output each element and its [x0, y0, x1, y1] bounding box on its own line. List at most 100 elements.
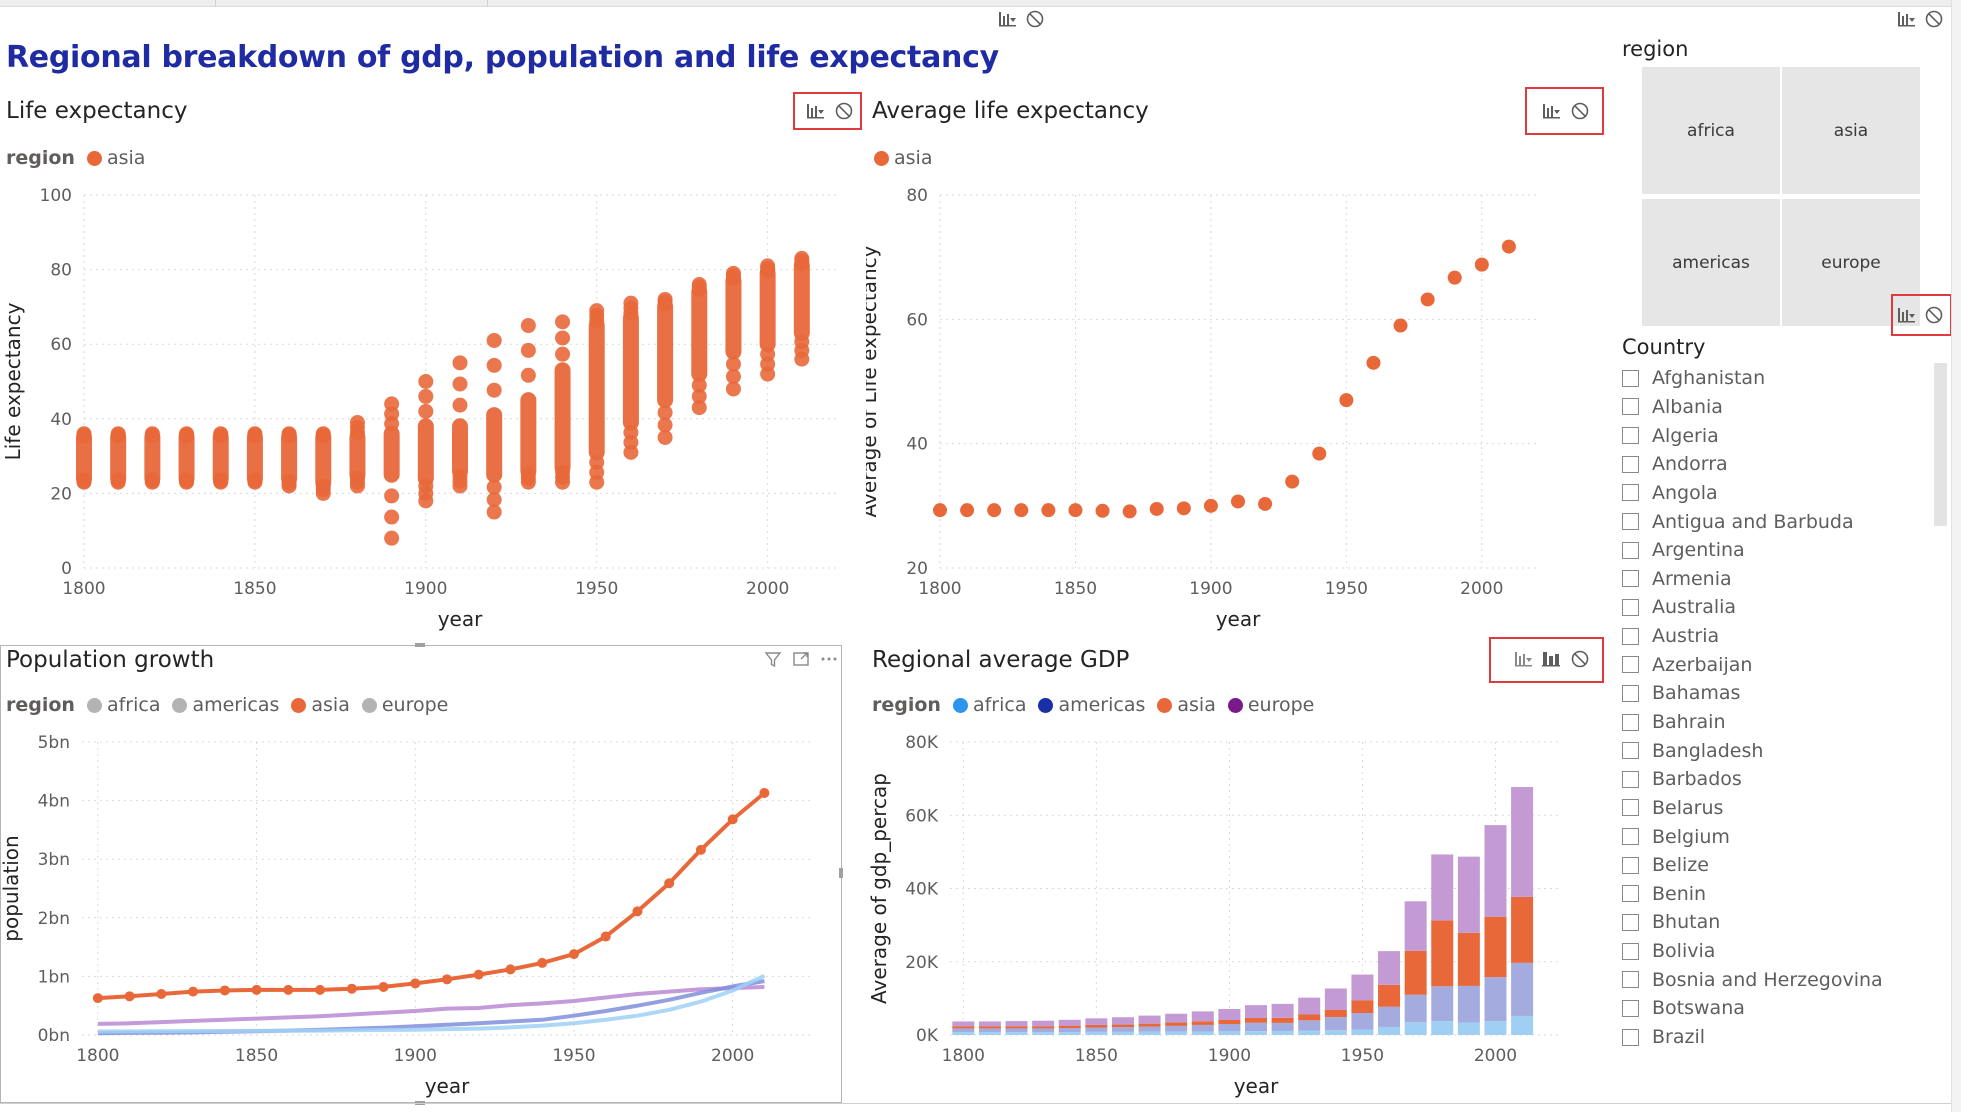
filter-icon[interactable]	[1895, 8, 1917, 30]
population-growth-chart[interactable]: 0bn 1bn 2bn 3bn 4bn 5bn 1800 1850 1900 1950 2000 ye…	[0, 728, 840, 1102]
checkbox[interactable]	[1622, 455, 1639, 473]
checkbox[interactable]	[1622, 770, 1639, 788]
resize-handle[interactable]	[839, 868, 843, 878]
legend-item-americas[interactable]: americas	[172, 694, 279, 716]
y-tick-label: 80	[50, 261, 72, 281]
highlight-icon[interactable]	[1540, 648, 1562, 670]
filter-icon[interactable]	[1895, 304, 1917, 326]
country-item[interactable]: Benin	[1622, 880, 1932, 909]
legend-item-asia[interactable]: asia	[291, 694, 350, 716]
country-item[interactable]: Barbados	[1622, 765, 1932, 794]
country-item[interactable]: Belarus	[1622, 794, 1932, 823]
checkbox[interactable]	[1622, 971, 1639, 989]
none-icon[interactable]	[1569, 648, 1591, 670]
average-life-expectancy-chart[interactable]: 20 40 60 80 1800 1850 1900 1950 2000 year Average …	[866, 180, 1606, 640]
checkbox[interactable]	[1622, 913, 1639, 931]
country-label: Brazil	[1652, 1026, 1706, 1049]
legend-item-europe[interactable]: europe	[361, 694, 448, 716]
filter-icon[interactable]	[1512, 648, 1534, 670]
legend-item-asia[interactable]: asia	[874, 147, 932, 169]
filter-icon[interactable]	[762, 648, 784, 670]
data-point	[247, 427, 263, 443]
region-tile-americas[interactable]: americas	[1642, 199, 1780, 326]
checkbox[interactable]	[1622, 742, 1639, 760]
country-item[interactable]: Bangladesh	[1622, 736, 1932, 765]
country-item[interactable]: Armenia	[1622, 564, 1932, 593]
country-item[interactable]: Algeria	[1622, 421, 1932, 450]
country-item[interactable]: Andorra	[1622, 450, 1932, 479]
country-item[interactable]: Brazil	[1622, 1023, 1932, 1052]
checkbox[interactable]	[1622, 999, 1639, 1017]
country-item[interactable]: Argentina	[1622, 536, 1932, 565]
bar-segment-asia	[1191, 1021, 1214, 1025]
filter-icon[interactable]	[1540, 100, 1562, 122]
region-tile-africa[interactable]: africa	[1642, 67, 1780, 194]
filter-icon[interactable]	[996, 8, 1018, 30]
life-expectancy-chart[interactable]: 0 20 40 60 80 100 1800 1850 1900 1950 2000 year Life…	[0, 180, 860, 640]
country-item[interactable]: Belgium	[1622, 822, 1932, 851]
data-point	[794, 342, 810, 358]
region-tile-europe[interactable]: europe	[1782, 199, 1920, 326]
checkbox[interactable]	[1622, 885, 1639, 903]
country-item[interactable]: Austria	[1622, 622, 1932, 651]
checkbox[interactable]	[1622, 398, 1639, 416]
data-point	[486, 357, 502, 373]
more-options-icon[interactable]	[818, 648, 840, 670]
country-list-scrollbar[interactable]	[1934, 363, 1947, 526]
regional-average-gdp-chart[interactable]: 0K 20K 40K 60K 80K 1800 1850 1900 1950 2000 year Av…	[866, 728, 1606, 1102]
legend-item-asia[interactable]: asia	[86, 147, 145, 169]
country-item[interactable]: Australia	[1622, 593, 1932, 622]
legend-item-asia[interactable]: asia	[1157, 694, 1216, 716]
checkbox[interactable]	[1622, 427, 1639, 445]
none-icon[interactable]	[833, 100, 855, 122]
checkbox[interactable]	[1622, 1028, 1639, 1046]
none-icon[interactable]	[1923, 304, 1945, 326]
country-item[interactable]: Bolivia	[1622, 937, 1932, 966]
none-icon[interactable]	[1923, 8, 1945, 30]
checkbox[interactable]	[1622, 541, 1639, 559]
regional-average-gdp-title: Regional average GDP	[872, 647, 1130, 673]
legend-item-africa[interactable]: africa	[86, 694, 160, 716]
country-item[interactable]: Bahrain	[1622, 708, 1932, 737]
checkbox[interactable]	[1622, 799, 1639, 817]
country-item[interactable]: Antigua and Barbuda	[1622, 507, 1932, 536]
data-point	[725, 356, 741, 372]
checkbox[interactable]	[1622, 856, 1639, 874]
country-item[interactable]: Bhutan	[1622, 908, 1932, 937]
checkbox[interactable]	[1622, 627, 1639, 645]
none-icon[interactable]	[1024, 8, 1046, 30]
filter-icon[interactable]	[804, 100, 826, 122]
country-item[interactable]: Botswana	[1622, 994, 1932, 1023]
checkbox[interactable]	[1622, 656, 1639, 674]
checkbox[interactable]	[1622, 713, 1639, 731]
country-item[interactable]: Bahamas	[1622, 679, 1932, 708]
none-icon[interactable]	[1569, 100, 1591, 122]
checkbox[interactable]	[1622, 598, 1639, 616]
focus-mode-icon[interactable]	[790, 648, 812, 670]
checkbox[interactable]	[1622, 828, 1639, 846]
bar-segment-africa	[1404, 1022, 1427, 1035]
legend-item-africa[interactable]: africa	[952, 694, 1026, 716]
checkbox[interactable]	[1622, 484, 1639, 502]
checkbox[interactable]	[1622, 570, 1639, 588]
country-item[interactable]: Angola	[1622, 479, 1932, 508]
country-item[interactable]: Belize	[1622, 851, 1932, 880]
data-point-cluster	[657, 298, 674, 409]
data-point	[124, 991, 135, 1002]
country-item[interactable]: Albania	[1622, 393, 1932, 422]
y-tick-label: 60	[906, 310, 928, 330]
legend-item-europe[interactable]: europe	[1227, 694, 1314, 716]
legend-item-americas[interactable]: americas	[1038, 694, 1145, 716]
country-item[interactable]: Bosnia and Herzegovina	[1622, 965, 1932, 994]
checkbox[interactable]	[1622, 942, 1639, 960]
country-item[interactable]: Azerbaijan	[1622, 650, 1932, 679]
checkbox[interactable]	[1622, 513, 1639, 531]
x-tick-label: 1850	[233, 579, 276, 599]
resize-handle[interactable]	[415, 643, 425, 647]
country-item[interactable]: Afghanistan	[1622, 364, 1932, 393]
checkbox[interactable]	[1622, 369, 1639, 387]
checkbox[interactable]	[1622, 684, 1639, 702]
legend-dot	[291, 697, 307, 713]
region-tile-asia[interactable]: asia	[1782, 67, 1920, 194]
bar-segment-americas	[1218, 1024, 1241, 1032]
